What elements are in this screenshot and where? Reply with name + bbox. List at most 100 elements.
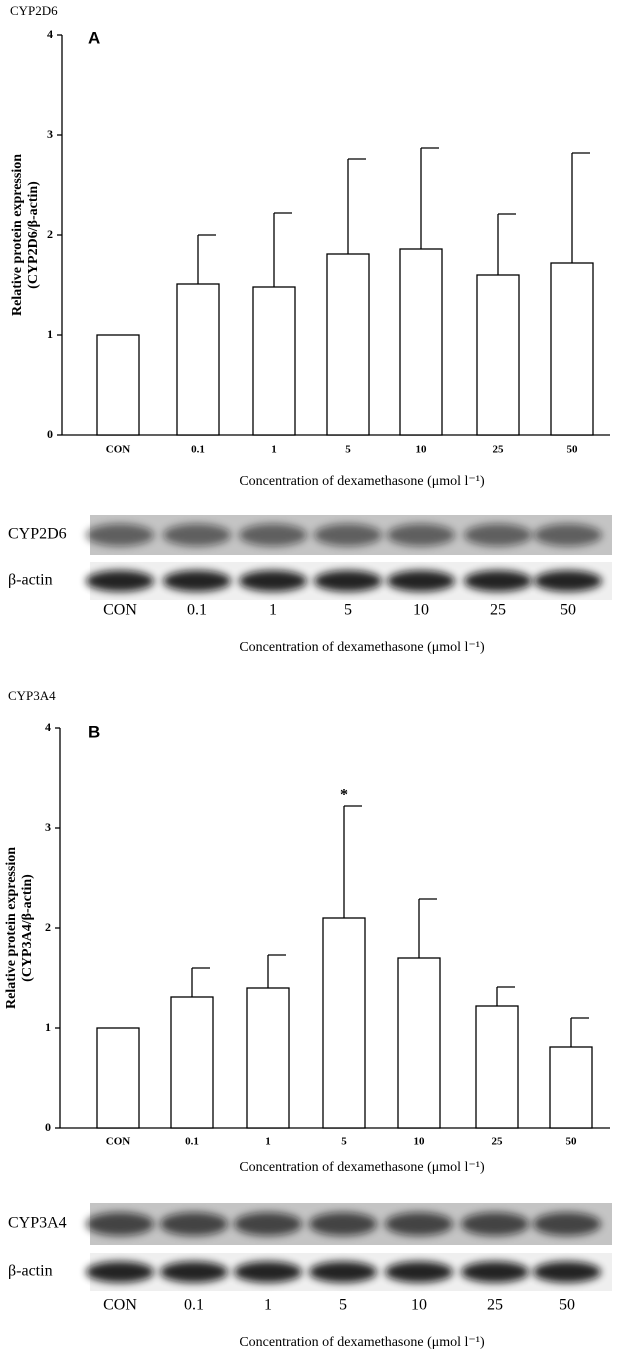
bar: [475, 1005, 519, 1129]
blot-band: [461, 1212, 529, 1236]
y-tick-label: 2: [45, 920, 51, 934]
blot-lane-label: CON: [103, 1297, 137, 1314]
annotation: *: [340, 787, 348, 804]
x-tick-label: 5: [345, 444, 351, 456]
blot-band: [86, 570, 154, 592]
blot-band: [385, 1212, 453, 1236]
y-tick-label: 2: [47, 227, 53, 241]
x-tick-label: 1: [271, 444, 277, 456]
bar: [170, 996, 214, 1129]
blot-band: [534, 570, 602, 592]
bar: [549, 1046, 593, 1129]
blot-row-label: CYP2D6: [8, 526, 67, 543]
error-bar: [267, 954, 286, 988]
error-bar: [497, 213, 516, 275]
blot-lane-label: 50: [559, 1297, 575, 1314]
y-axis-label: Relative protein expression: [10, 154, 25, 316]
blot-lane-label: 0.1: [184, 1297, 204, 1314]
blot-lane-label: 5: [339, 1297, 347, 1314]
blot-band: [534, 523, 602, 547]
y-tick-label: 1: [45, 1020, 51, 1034]
y-axis-label: Relative protein expression: [4, 847, 19, 1009]
y-tick-label: 4: [45, 720, 51, 734]
bar: [399, 248, 443, 436]
bar: [397, 957, 441, 1129]
blot-band: [309, 1261, 377, 1283]
x-tick-label: 5: [341, 1136, 347, 1148]
x-tick-label: 1: [265, 1136, 271, 1148]
bar: [96, 1027, 140, 1129]
x-axis-label: Concentration of dexamethasone (μmol l⁻¹…: [239, 474, 485, 489]
bar: [326, 253, 370, 436]
blot-lane-label: 5: [344, 602, 352, 619]
error-bar: [197, 234, 216, 284]
blot-lane-label: 25: [487, 1297, 503, 1314]
blot-band: [239, 523, 307, 547]
bar: [176, 283, 220, 436]
x-tick-label: 10: [416, 444, 428, 456]
x-axis-label: Concentration of dexamethasone (μmol l⁻¹…: [239, 1160, 485, 1175]
blot-lane-label: 1: [269, 602, 277, 619]
panel-label: A: [88, 28, 100, 47]
chart-title: CYP3A4: [8, 688, 56, 703]
blot-band: [160, 1261, 228, 1283]
x-tick-label: 50: [566, 1136, 578, 1148]
error-bar: [418, 898, 437, 958]
panel-label: B: [88, 722, 100, 741]
blot-band: [234, 1261, 302, 1283]
blot-band: [387, 523, 455, 547]
blot-band: [234, 1212, 302, 1236]
blot-row-label: β-actin: [8, 572, 53, 589]
bar: [252, 286, 296, 436]
y-tick-label: 0: [47, 427, 53, 441]
blot-band: [86, 1261, 154, 1283]
blot-lane-label: 25: [490, 602, 506, 619]
blot-band: [464, 570, 532, 592]
bar: [96, 334, 140, 436]
error-bar: [571, 152, 590, 263]
blot-lane-label: 10: [411, 1297, 427, 1314]
error-bar: [496, 986, 515, 1006]
blot-lane-label: CON: [103, 602, 137, 619]
y-tick-label: 3: [45, 820, 51, 834]
blot-lane-label: 0.1: [187, 602, 207, 619]
x-tick-label: 0.1: [185, 1136, 199, 1148]
x-tick-label: CON: [106, 444, 131, 456]
blot-band: [387, 570, 455, 592]
chart-title: CYP2D6: [10, 3, 58, 18]
x-tick-label: 25: [492, 1136, 504, 1148]
blot-band: [533, 1212, 601, 1236]
x-tick-label: 0.1: [191, 444, 205, 456]
x-tick-label: 10: [414, 1136, 426, 1148]
y-tick-label: 1: [47, 327, 53, 341]
y-tick-label: 4: [47, 27, 53, 41]
blot-x-label: Concentration of dexamethasone (μmol l⁻¹…: [239, 1335, 485, 1350]
blot-lane-label: 1: [264, 1297, 272, 1314]
blot-lane-label: 50: [560, 602, 576, 619]
error-bar: [273, 212, 292, 287]
blot-band: [239, 570, 307, 592]
y-axis-label: (CYP3A4/β-actin): [20, 874, 35, 982]
blot-band: [464, 523, 532, 547]
error-bar: [343, 805, 362, 918]
blot-band: [314, 570, 382, 592]
x-tick-label: 25: [493, 444, 505, 456]
bar: [246, 987, 290, 1129]
blot-band: [461, 1261, 529, 1283]
blot-x-label: Concentration of dexamethasone (μmol l⁻¹…: [239, 640, 485, 655]
error-bar: [347, 158, 366, 254]
bar: [550, 262, 594, 436]
y-tick-label: 0: [45, 1120, 51, 1134]
blot-band: [314, 523, 382, 547]
x-tick-label: 50: [567, 444, 579, 456]
blot-band: [533, 1261, 601, 1283]
error-bar: [191, 967, 210, 997]
blot-band: [163, 570, 231, 592]
blot-band: [86, 1212, 154, 1236]
blot-row-label: CYP3A4: [8, 1215, 67, 1232]
bar: [322, 917, 366, 1129]
blot-band: [86, 523, 154, 547]
blot-row-label: β-actin: [8, 1263, 53, 1280]
blot-band: [385, 1261, 453, 1283]
